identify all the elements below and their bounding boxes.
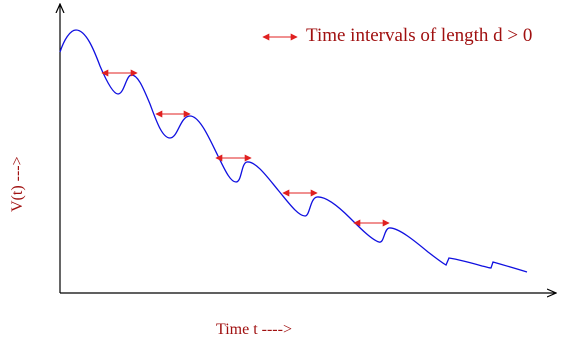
v-curve (59, 29, 528, 273)
legend-label: Time intervals of length d > 0 (306, 25, 533, 46)
interval-arrows (101, 33, 390, 227)
y-axis-label: V(t) ---> (9, 156, 26, 212)
x-axis-label: Time t ----> (216, 321, 292, 338)
